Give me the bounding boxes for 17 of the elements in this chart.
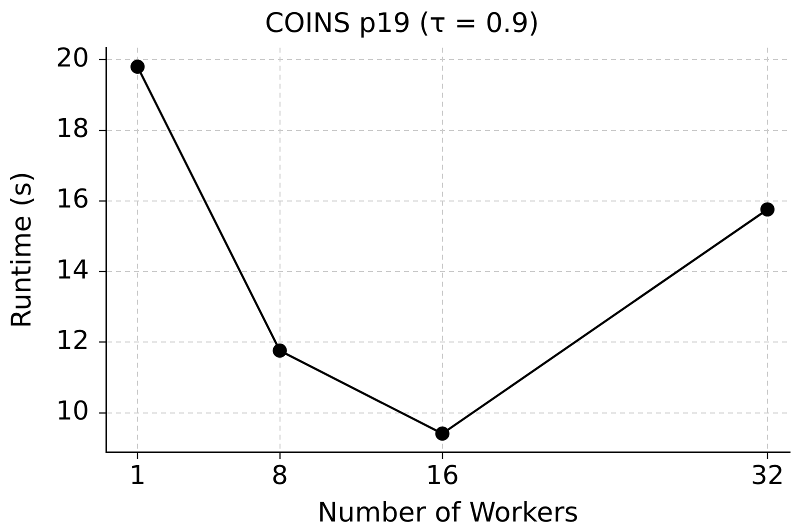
point (435, 426, 450, 441)
point (272, 344, 287, 358)
chart-title: COINS p19 (τ = 0.9) (264, 8, 540, 39)
x-tick-label: 16 (426, 460, 459, 491)
y-tick-label: 12 (56, 326, 90, 356)
y-axis-title: Runtime (s) (6, 172, 38, 328)
point (130, 60, 145, 74)
point (760, 202, 775, 217)
y-tick-label: 20 (56, 43, 90, 74)
x-tick-label: 8 (272, 460, 288, 491)
x-axis-title: Number of Workers (318, 498, 578, 528)
x-tick-label: 1 (129, 460, 146, 491)
y-tick-label: 10 (56, 396, 90, 427)
y-tick-label: 14 (56, 255, 90, 286)
y-tick-label: 18 (56, 114, 90, 144)
x-tick-label: 32 (750, 460, 784, 491)
y-tick-label: 16 (56, 184, 90, 215)
